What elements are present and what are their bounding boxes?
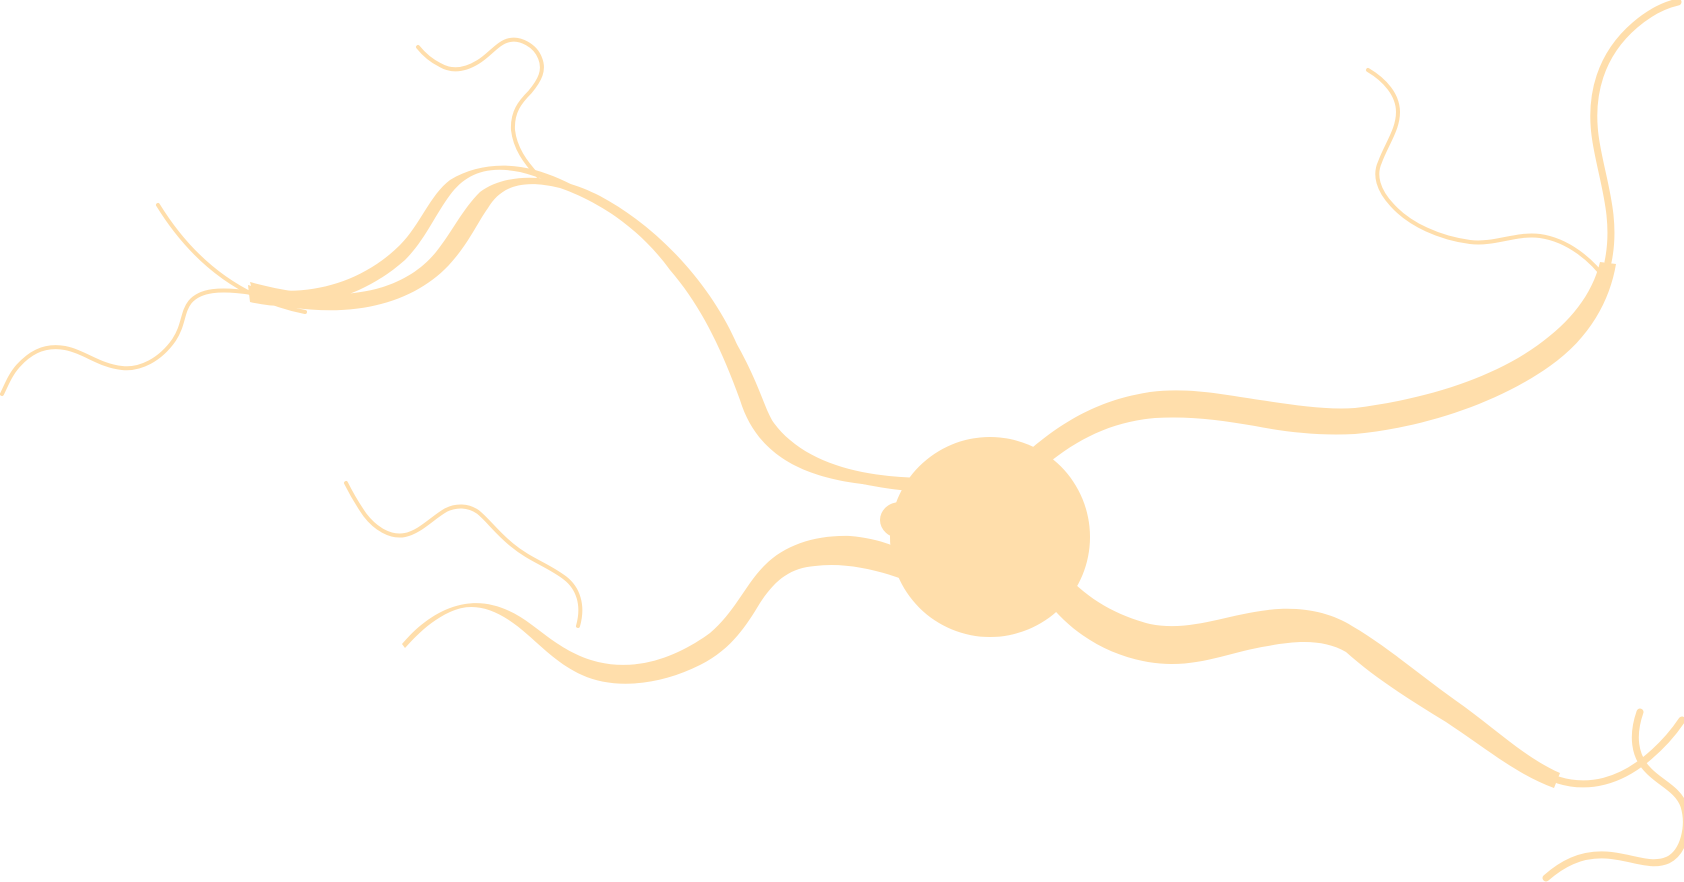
dendrite-far-left [156,203,307,314]
dendrite-top-curl [416,37,544,178]
dendrite-upper-right-main [1590,0,1682,266]
axon-hillock [880,502,920,538]
lower-right-dendrite-trunk [1046,568,1560,788]
upper-left-trunk-body [250,177,930,492]
dendrite-lower-right-down [1542,708,1684,882]
cell-body [890,437,1090,637]
upper-right-dendrite-trunk [1012,262,1616,470]
upper-left-dendrite-trunk [248,165,905,487]
dendrite-upper-right-branch [1366,68,1608,282]
dendrite-lower-right-main [1554,716,1684,788]
dendrite-left-wave [0,288,254,396]
lower-left-dendrite [402,535,912,684]
dendrite-lower-left-loop [344,481,583,628]
